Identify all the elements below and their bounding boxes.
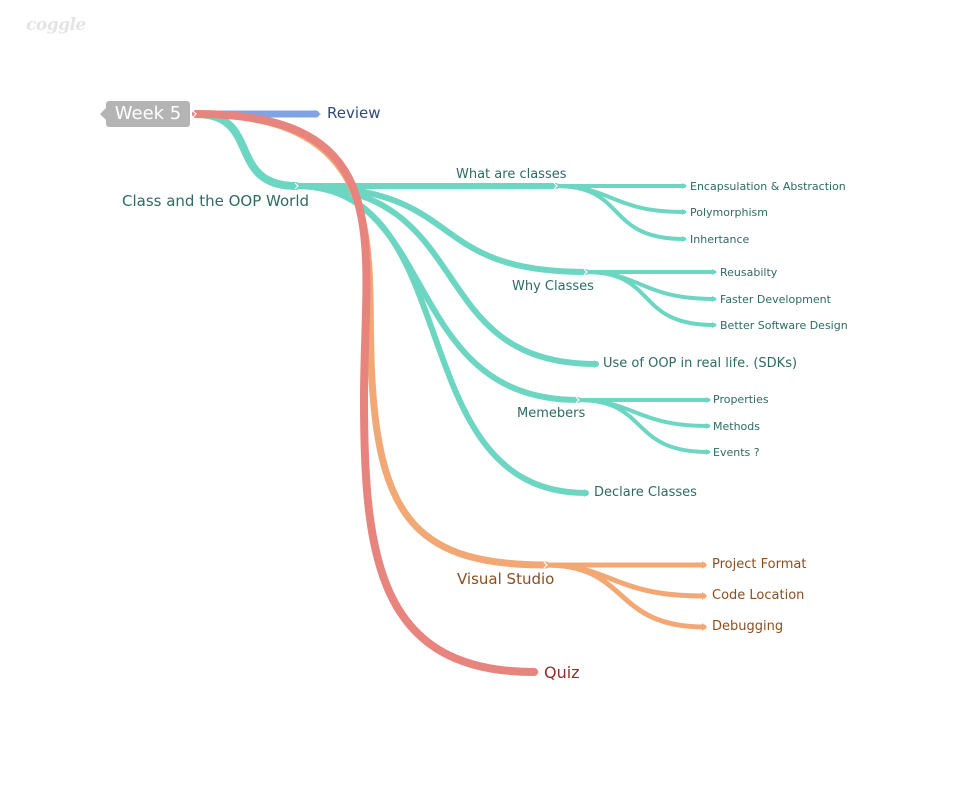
chevron-right-icon xyxy=(583,268,588,276)
arrow-icon xyxy=(682,236,687,242)
chevron-right-icon xyxy=(575,396,580,404)
arrow-icon xyxy=(712,322,717,328)
arrow-icon xyxy=(594,360,599,368)
branch-events[interactable] xyxy=(576,398,710,454)
arrow-icon xyxy=(702,561,707,569)
arrow-icon xyxy=(314,110,321,118)
node-class-oop-world[interactable]: Class and the OOP World xyxy=(122,192,310,210)
node-methods[interactable]: Methods xyxy=(713,420,760,433)
node-review[interactable]: Review xyxy=(327,104,381,122)
node-what-are-classes[interactable]: What are classes xyxy=(456,167,567,182)
root-node-notch xyxy=(100,108,106,120)
chevron-right-icon xyxy=(192,110,197,118)
arrow-icon xyxy=(682,183,687,189)
branch-better-design[interactable] xyxy=(584,270,716,327)
arrow-icon xyxy=(706,397,711,403)
node-declare-classes[interactable]: Declare Classes xyxy=(594,485,697,500)
branch-faster-development[interactable] xyxy=(584,270,716,301)
node-encapsulation[interactable]: Encapsulation & Abstraction xyxy=(690,180,846,193)
branch-code-location[interactable] xyxy=(543,562,707,599)
node-code-location[interactable]: Code Location xyxy=(712,588,805,603)
branch-methods[interactable] xyxy=(576,398,710,428)
node-polymorphism[interactable]: Polymorphism xyxy=(690,206,768,219)
node-inhertance[interactable]: Inhertance xyxy=(690,233,750,246)
chevron-right-icon xyxy=(543,561,548,569)
node-events[interactable]: Events ? xyxy=(713,446,760,459)
node-quiz[interactable]: Quiz xyxy=(544,663,580,682)
arrow-icon xyxy=(702,592,707,600)
node-reusabilty[interactable]: Reusabilty xyxy=(720,266,778,279)
node-debugging[interactable]: Debugging xyxy=(712,619,784,634)
arrow-icon xyxy=(706,423,711,429)
chevron-right-icon xyxy=(294,182,299,190)
branch-declare-classes[interactable] xyxy=(293,183,589,496)
arrow-icon xyxy=(584,489,589,497)
branch-inhertance[interactable] xyxy=(554,184,686,241)
branch-debugging[interactable] xyxy=(543,562,707,630)
junction-markers xyxy=(192,110,588,569)
arrow-icon xyxy=(712,269,717,275)
arrow-icon xyxy=(682,209,687,215)
node-better-software-design[interactable]: Better Software Design xyxy=(720,319,848,332)
root-node[interactable]: Week 5 xyxy=(106,101,190,127)
arrow-icon xyxy=(532,668,539,676)
arrow-icon xyxy=(702,623,707,631)
chevron-right-icon xyxy=(553,182,558,190)
node-project-format[interactable]: Project Format xyxy=(712,557,807,572)
arrow-tips xyxy=(314,110,717,676)
branch-quiz[interactable] xyxy=(192,110,538,676)
node-use-of-oop[interactable]: Use of OOP in real life. (SDKs) xyxy=(603,356,798,371)
node-visual-studio[interactable]: Visual Studio xyxy=(457,570,555,588)
node-properties[interactable]: Properties xyxy=(713,393,769,406)
arrow-icon xyxy=(712,296,717,302)
node-faster-development[interactable]: Faster Development xyxy=(720,293,831,306)
node-why-classes[interactable]: Why Classes xyxy=(512,279,594,294)
node-members[interactable]: Memebers xyxy=(517,406,586,421)
coggle-logo: coggle xyxy=(26,15,86,35)
branch-polymorphism[interactable] xyxy=(554,184,686,214)
branch-use-of-oop[interactable] xyxy=(293,183,599,367)
arrow-icon xyxy=(706,449,711,455)
